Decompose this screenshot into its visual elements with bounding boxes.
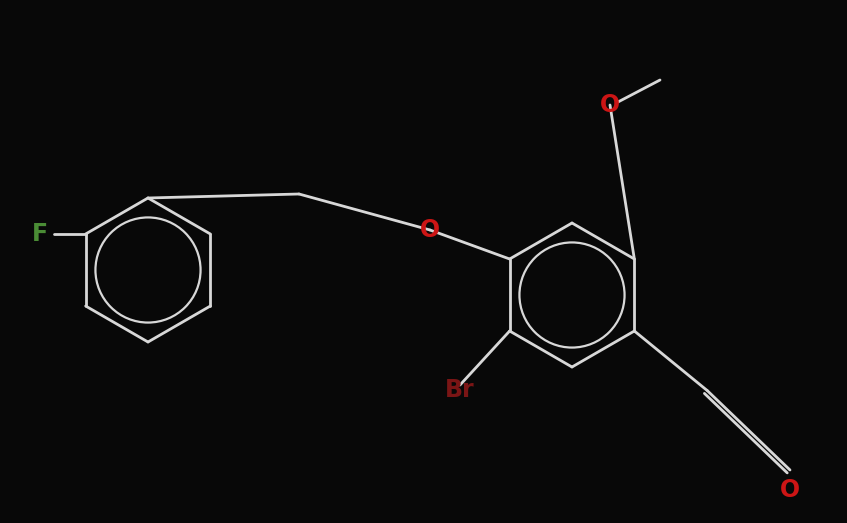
Text: F: F bbox=[31, 222, 47, 246]
Text: O: O bbox=[600, 93, 620, 117]
Text: Br: Br bbox=[445, 378, 474, 402]
Text: O: O bbox=[420, 218, 440, 242]
Text: O: O bbox=[780, 478, 800, 502]
